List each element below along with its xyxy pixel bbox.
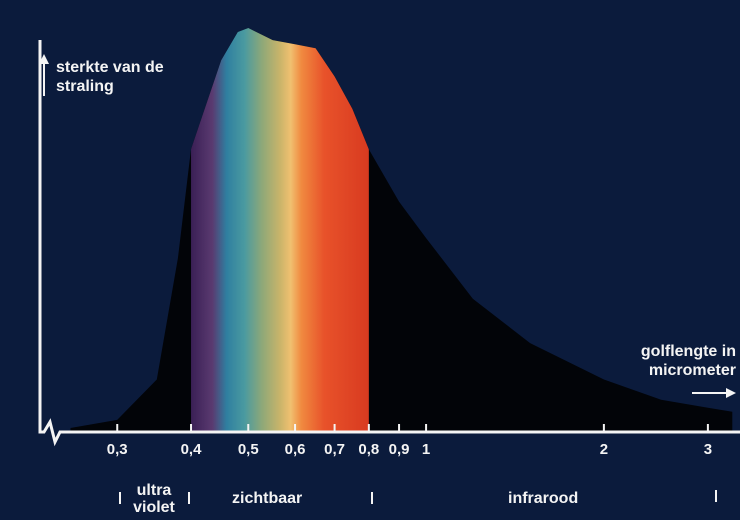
- x-tick-label: 0,6: [285, 441, 306, 458]
- x-tick-label: 0,8: [358, 441, 379, 458]
- region-label: zichtbaar: [232, 489, 302, 508]
- region-separator: [188, 492, 190, 504]
- slide: 0,3 0,4 0,5 0,6 0,7 0,8 0,9 1 2 3 sterkte van de …: [0, 0, 740, 520]
- x-tick-label: 0,7: [324, 441, 345, 458]
- visible-band: [191, 23, 369, 432]
- region-label: infrarood: [508, 489, 578, 508]
- region-separator: [371, 492, 373, 504]
- region-separator: [119, 492, 121, 504]
- x-arrow-head: [726, 388, 736, 398]
- region-label: ultra violet: [126, 482, 182, 516]
- x-tick-label: 0,9: [389, 441, 410, 458]
- region-separator: [715, 490, 717, 502]
- x-tick-label: 0,3: [107, 441, 128, 458]
- x-tick-label: 3: [704, 441, 712, 458]
- x-tick-label: 2: [600, 441, 608, 458]
- x-tick-label: 0,4: [181, 441, 203, 458]
- x-axis-label: golflengte in micrometer: [611, 342, 736, 380]
- x-tick-label: 1: [422, 441, 430, 458]
- x-tick-label: 0,5: [238, 441, 259, 458]
- y-axis-label: sterkte van de straling: [56, 58, 176, 96]
